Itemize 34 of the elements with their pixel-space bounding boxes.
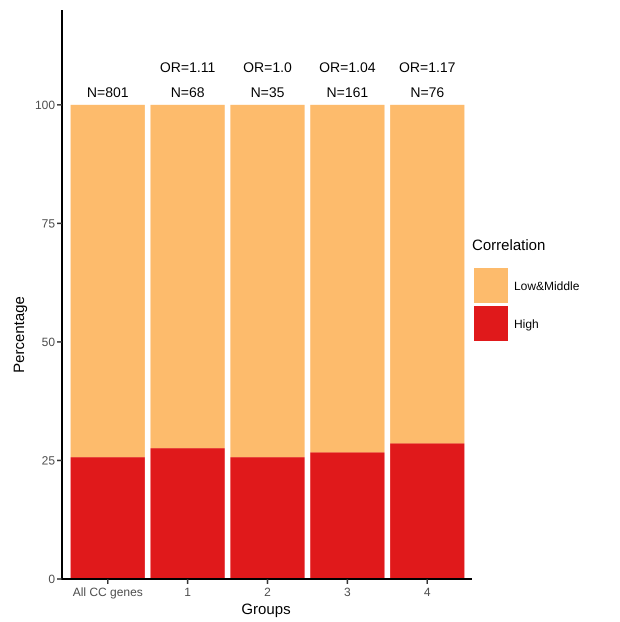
bar	[310, 104, 385, 452]
annotation: N=161	[326, 84, 368, 100]
text: High	[514, 317, 539, 332]
bar	[230, 104, 305, 458]
annotation: N=76	[410, 84, 444, 100]
annotation: OR=1.11	[160, 58, 216, 75]
y-axis-title: Percentage	[11, 296, 28, 373]
bar	[390, 104, 464, 444]
bar	[70, 104, 145, 458]
bar	[150, 104, 225, 448]
y-tick-label: 0	[48, 572, 56, 586]
x-axis-title: Groups	[241, 601, 291, 618]
bar	[150, 448, 225, 579]
y-tick-label: 25	[42, 454, 56, 468]
y-tick-label: 100	[34, 98, 56, 112]
legend-title: Correlation	[472, 237, 546, 254]
annotation: N=68	[170, 84, 205, 100]
annotation: OR=1.17	[399, 58, 456, 75]
bar	[230, 457, 305, 579]
x-tick-label: All CC genes	[72, 585, 143, 599]
x-tick-label: 3	[344, 585, 352, 599]
x-tick-label: 1	[184, 585, 192, 599]
y-tick-label: 50	[42, 335, 56, 350]
annotation: N=35	[250, 84, 285, 100]
bar	[390, 443, 464, 579]
x-tick-label: 4	[424, 585, 431, 599]
x-tick-label: 2	[264, 585, 272, 599]
bar	[70, 457, 145, 579]
annotation: OR=1.0	[243, 58, 292, 75]
text: Low&Middle	[514, 279, 580, 294]
bar	[310, 452, 385, 579]
annotation: OR=1.04	[319, 58, 376, 75]
annotation: N=801	[86, 84, 129, 100]
y-tick-label: 75	[42, 216, 56, 231]
